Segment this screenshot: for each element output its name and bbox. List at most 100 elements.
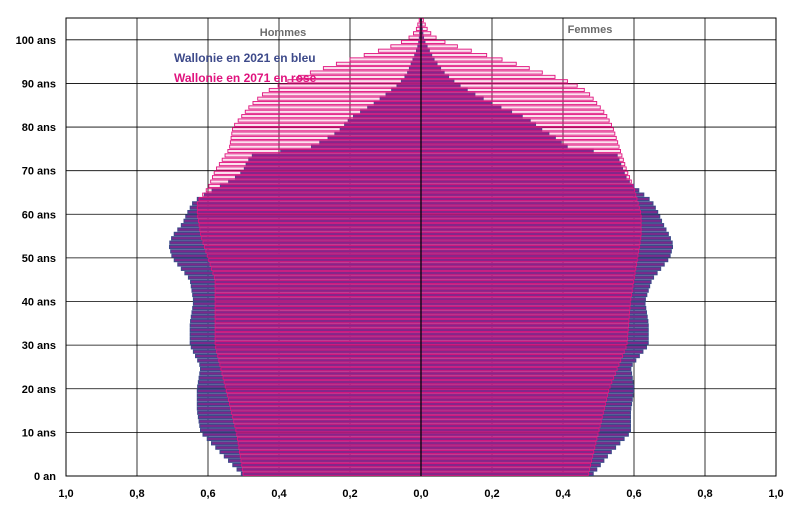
y-tick-label: 40 ans (22, 297, 56, 309)
bar-men-2071 (223, 380, 422, 385)
bar-women-2071 (420, 192, 637, 197)
bar-women-2071 (420, 83, 578, 88)
bar-men-2071 (201, 236, 422, 241)
bar-men-2071 (229, 402, 422, 407)
bar-men-2071 (231, 131, 422, 136)
bar-women-2071 (420, 419, 602, 424)
y-tick-label: 10 ans (22, 427, 56, 439)
bar-women-2071 (420, 397, 607, 402)
bar-women-2071 (420, 441, 597, 446)
bar-women-2071 (420, 262, 637, 267)
bar-women-2071 (420, 66, 530, 71)
bar-men-2071 (197, 218, 422, 223)
bar-men-2071 (261, 92, 422, 97)
y-tick-label: 90 ans (22, 78, 56, 90)
bar-men-2071 (229, 144, 422, 149)
bar-women-2071 (420, 406, 605, 411)
bar-women-2071 (420, 380, 613, 385)
x-tick-label: 1,0 (58, 488, 73, 500)
bar-women-2071 (420, 358, 622, 363)
bar-men-2071 (218, 358, 422, 363)
x-tick-label: 0,4 (555, 488, 571, 500)
bar-women-2071 (420, 402, 606, 407)
bar-women-2071 (420, 354, 623, 359)
bar-men-2071 (199, 227, 422, 232)
bar-women-2071 (420, 319, 630, 324)
x-tick-label: 0,2 (342, 488, 357, 500)
bar-women-2071 (420, 179, 632, 184)
bar-men-2071 (232, 415, 422, 420)
bar-women-2071 (420, 201, 639, 206)
bar-women-2071 (420, 144, 620, 149)
bar-men-2071 (248, 105, 422, 110)
bar-men-2071 (214, 284, 422, 289)
x-tick-label: 1,0 (768, 488, 783, 500)
bar-men-2071 (209, 262, 422, 267)
bar-women-2071 (420, 244, 640, 250)
bar-women-2071 (420, 292, 632, 298)
y-tick-label: 100 ans (16, 35, 56, 47)
bar-women-2071 (420, 463, 591, 468)
bar-men-2071 (200, 231, 422, 236)
bar-women-2071 (420, 436, 598, 441)
bar-men-2071 (214, 340, 422, 345)
x-tick-label: 0,4 (271, 488, 287, 500)
y-tick-label: 50 ans (22, 253, 56, 265)
bar-women-2071 (420, 196, 638, 202)
bar-women-2071 (420, 48, 472, 53)
bar-women-2071 (420, 61, 517, 66)
bar-women-2071 (420, 388, 610, 393)
bar-men-2071 (309, 70, 422, 75)
bar-men-2071 (197, 214, 422, 219)
bar-men-2071 (214, 319, 422, 324)
bar-women-2071 (420, 105, 601, 110)
bar-women-2071 (420, 423, 601, 428)
bar-women-2071 (420, 231, 642, 236)
bar-women-2071 (420, 127, 614, 132)
bar-women-2071 (420, 153, 623, 158)
bar-women-2071 (420, 118, 610, 123)
bar-women-2071 (420, 375, 615, 380)
bar-men-2071 (234, 423, 422, 428)
bar-men-2071 (257, 96, 422, 101)
bar-men-2071 (240, 458, 422, 463)
bar-men-2071 (241, 114, 422, 119)
bar-women-2071 (420, 340, 628, 345)
bar-men-2071 (237, 118, 422, 123)
bar-men-2071 (232, 127, 422, 132)
bar-men-2071 (211, 175, 422, 180)
bar-women-2071 (420, 275, 635, 280)
bar-men-2071 (214, 327, 422, 332)
bar-men-2071 (335, 61, 422, 66)
bar-men-2071 (202, 192, 422, 197)
bar-men-2071 (298, 74, 422, 79)
bar-women-2071 (420, 70, 543, 75)
bar-men-2071 (198, 223, 422, 228)
bar-men-2071 (202, 240, 422, 245)
y-tick-label: 0 an (34, 471, 56, 483)
bar-women-2071 (420, 253, 639, 258)
x-tick-label: 0,8 (129, 488, 144, 500)
bar-women-2071 (420, 306, 631, 311)
y-tick-label: 80 ans (22, 122, 56, 134)
bar-women-2071 (420, 57, 503, 62)
bar-men-2071 (390, 44, 422, 49)
bar-men-2071 (242, 471, 422, 476)
bar-women-2071 (420, 31, 432, 36)
bar-men-2071 (235, 428, 422, 433)
bar-women-2071 (420, 22, 426, 27)
bar-women-2071 (420, 205, 640, 210)
bar-men-2071 (237, 441, 422, 446)
bar-men-2071 (230, 406, 422, 411)
bar-men-2071 (413, 31, 422, 36)
bar-women-2071 (420, 166, 627, 171)
bar-women-2071 (420, 109, 605, 114)
bar-men-2071 (349, 57, 422, 62)
bar-men-2071 (226, 393, 422, 398)
axes: 1,0 0,8 0,6 0,4 0,2 0,0 0,2 0,4 0,6 0,8 1,00 an10 … (16, 35, 784, 500)
bar-men-2071 (206, 253, 422, 258)
bar-women-2071 (420, 135, 617, 140)
bar-women-2071 (420, 175, 631, 180)
bar-men-2071 (214, 288, 422, 293)
